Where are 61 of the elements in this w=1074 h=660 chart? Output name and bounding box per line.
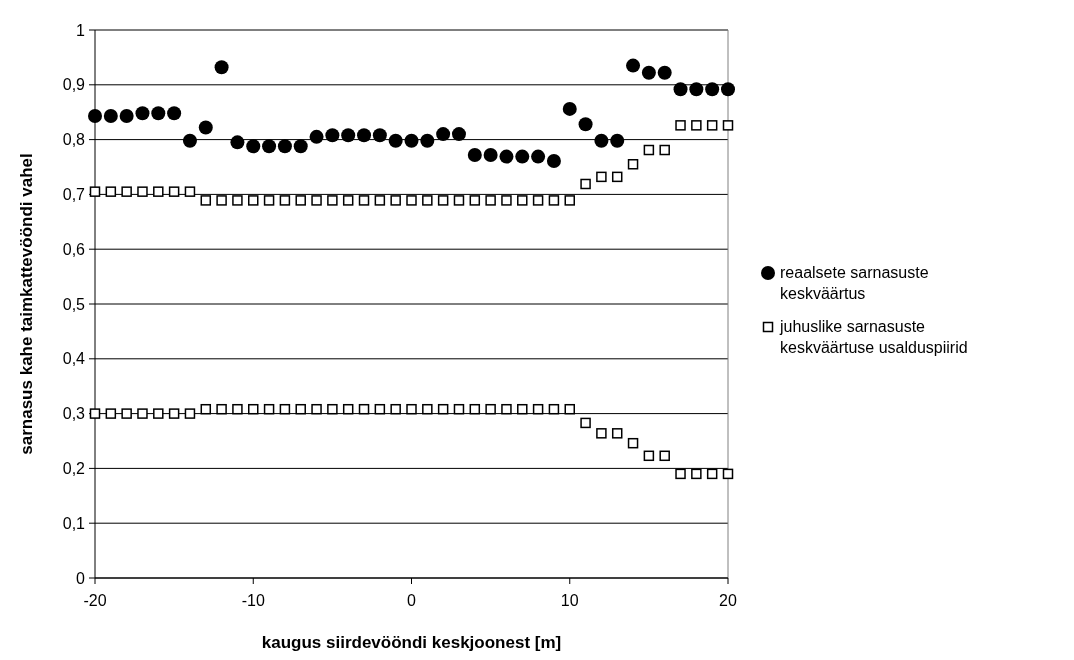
y-tick-label: 0,5 (62, 295, 86, 313)
point (262, 139, 277, 154)
point (230, 135, 245, 150)
point (610, 133, 625, 148)
point (88, 109, 102, 124)
point (103, 109, 118, 124)
point (578, 117, 593, 132)
point (372, 128, 387, 143)
point (325, 128, 340, 143)
point (135, 106, 150, 121)
x-axis-title: kaugus siirdevööndi keskjoonest [m] (261, 633, 562, 652)
legend-label: reaalsete sarnasuste keskväärtus (780, 264, 929, 302)
point (388, 133, 403, 148)
y-tick-label: 0,8 (62, 131, 86, 149)
y-tick-label: 0,9 (62, 76, 86, 94)
y-axis-title: sarnasus kahe taimkattevööndi vahel (17, 153, 36, 455)
point (705, 82, 720, 97)
x-tick-label: -10 (241, 592, 265, 609)
point (357, 128, 372, 143)
legend-label: juhuslike sarnasuste keskväärtuse usalduspiirid (779, 318, 968, 356)
y-tick-label: 0,1 (62, 514, 86, 532)
y-tick-label: 0 (76, 569, 86, 587)
point (673, 82, 688, 97)
point (119, 109, 134, 124)
point (341, 128, 356, 143)
point (721, 82, 735, 97)
point (198, 120, 213, 135)
point (641, 65, 656, 80)
point (689, 82, 704, 97)
point (594, 133, 609, 148)
point (546, 153, 561, 168)
point (499, 149, 514, 164)
y-tick-label: 0,6 (62, 240, 86, 258)
point (531, 149, 546, 164)
x-tick-label: 0 (407, 592, 417, 609)
point (404, 133, 419, 148)
point (214, 60, 229, 75)
point (451, 127, 466, 142)
point (182, 133, 197, 148)
y-tick-label: 0,4 (62, 350, 86, 368)
point (167, 106, 182, 121)
y-tick-label: 1 (76, 21, 86, 39)
x-tick-label: 20 (719, 592, 737, 609)
point (515, 149, 530, 164)
y-tick-label: 0,7 (62, 186, 86, 203)
y-tick-label: 0,3 (62, 405, 86, 423)
x-tick-label: 10 (560, 592, 579, 609)
point (293, 139, 308, 154)
point (562, 101, 577, 116)
point (151, 106, 166, 121)
point (309, 129, 324, 144)
point (246, 139, 261, 154)
point (626, 58, 641, 73)
point (467, 147, 482, 162)
point (483, 147, 498, 162)
point (657, 65, 672, 80)
point (420, 133, 435, 148)
point (436, 127, 451, 142)
point (277, 139, 292, 154)
x-tick-label: -20 (83, 592, 107, 609)
y-tick-label: 0,2 (62, 460, 86, 477)
